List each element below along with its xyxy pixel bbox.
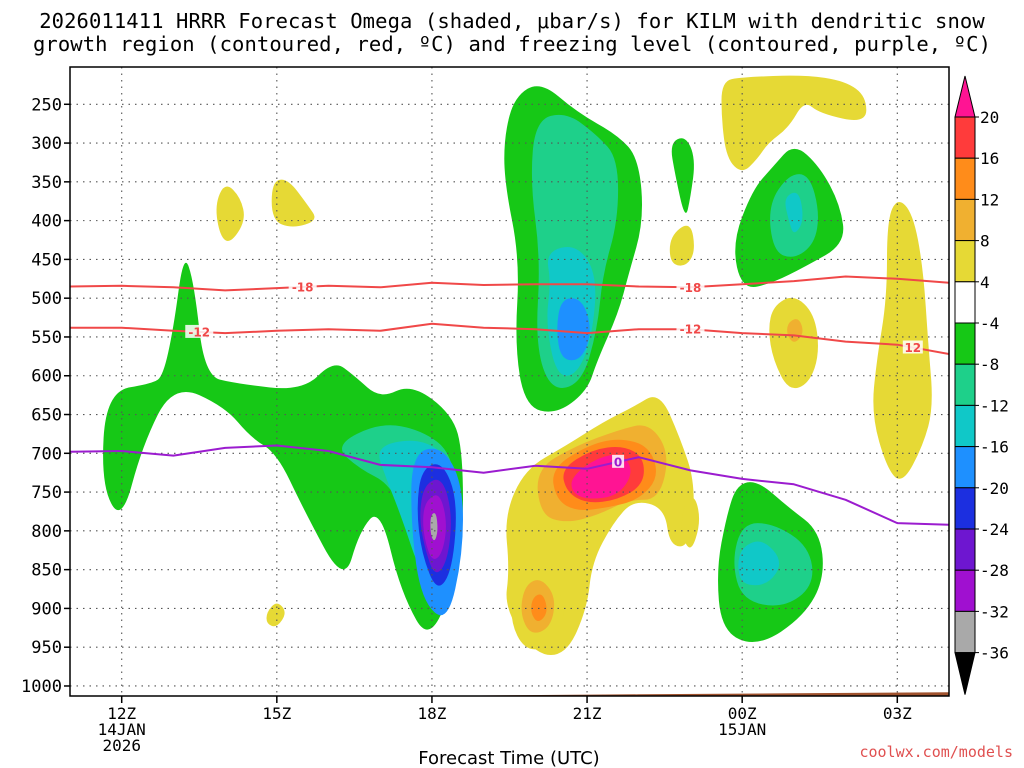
colorbar-box-9 [954,487,976,530]
omega-region-25 [785,192,803,233]
x-tick-label-15Z: 15Z [262,704,291,723]
y-tick-label-400: 400 [31,212,62,232]
colorbar-box-4 [954,281,976,324]
omega-region-22 [738,541,780,586]
colorbar-box-3 [954,240,976,283]
contour-label-1: -18 [680,281,702,295]
colorbar-label--32: -32 [980,602,1009,621]
omega-region-28 [873,202,932,479]
contour-label-bg-4 [902,340,923,354]
omega-region-33 [216,186,244,241]
omega-region-29 [769,297,818,389]
contour-label-0: -18 [292,280,314,294]
omega-region-31 [669,225,694,266]
colorbar-label--16: -16 [980,438,1009,457]
x-tick-label-03Z: 03Z [883,704,912,723]
colorbar-legend: 20 16 12 8 4 -4 -8 -12 -16 -20 -24 -28 -32 -36 [954,75,1009,695]
y-tick-label-1000: 1000 [21,677,62,697]
x-tick-label-18Z: 18Z [417,704,446,723]
contour-label-3: -12 [680,323,702,337]
ground-surface [70,692,949,696]
credit-link[interactable]: coolwx.com/models [859,743,1013,761]
contour-label-2: -12 [188,325,210,339]
colorbar-box-12 [954,610,976,654]
y-tick-label-850: 850 [31,561,62,581]
omega-region-26 [671,138,694,213]
x-axis-label: Forecast Time (UTC) [418,748,599,768]
omega-region-35 [681,497,700,548]
y-tick-label-700: 700 [31,444,62,464]
y-tick-label-900: 900 [31,599,62,619]
y-tick-label-350: 350 [31,173,62,193]
omega-region-19 [531,594,547,621]
y-tick-label-450: 450 [31,250,62,270]
omega-region-11 [557,298,590,361]
ground-layer [70,692,949,696]
colorbar-box-7 [954,404,976,448]
colorbar-box-6 [954,363,976,406]
x-tick-label-00Z: 00Z [728,704,757,723]
y-tick-label-750: 750 [31,483,62,503]
colorbar-label--4: -4 [980,314,999,333]
omega-region-32 [271,179,315,227]
plot-frame [69,66,950,697]
contour-label-bg-0 [288,279,317,293]
x-tick-date-00Z: 15JAN [718,720,766,739]
contour-label-4: 12 [904,341,921,355]
colorbar-label--36: -36 [980,644,1009,663]
y-tick-label-650: 650 [31,406,62,426]
contour-label-bg-2 [185,324,214,338]
colorbar-box-8 [954,446,976,489]
omega-region-7 [430,513,438,541]
x-tick-year-12Z: 2026 [102,736,141,755]
contour-label-bg-1 [676,280,705,294]
chart-title-line-1: 2026011411 HRRR Forecast Omega (shaded, … [39,9,985,33]
contour-label-5: 0 [614,455,622,469]
colorbar-label--20: -20 [980,479,1009,498]
colorbar-label-12: 12 [980,190,999,209]
y-tick-label-600: 600 [31,367,62,387]
colorbar-label--24: -24 [980,520,1009,539]
colorbar-box-1 [954,157,976,200]
colorbar-top-arrow [954,75,976,118]
colorbar-label--8: -8 [980,355,999,374]
contour-line-0 [70,275,949,292]
x-tick-date-12Z: 14JAN [98,720,146,739]
x-tick-label-21Z: 21Z [573,704,602,723]
y-tick-label-800: 800 [31,522,62,542]
y-tick-label-550: 550 [31,328,62,348]
contour-line-2 [70,444,949,526]
colorbar-label-20: 20 [980,108,999,127]
colorbar-box-2 [954,198,976,242]
chart-title-line-2: growth region (contoured, red, ºC) and f… [32,32,992,56]
colorbar-box-5 [954,322,976,365]
contour-line-1 [70,322,949,355]
colorbar-bottom-arrow [954,652,976,695]
y-tick-label-950: 950 [31,638,62,658]
x-tick-label-12Z: 12Z [107,704,136,723]
y-tick-label-300: 300 [31,134,62,154]
omega-region-34 [266,603,285,627]
colorbar-label-4: 4 [980,273,990,292]
omega-region-27 [721,75,867,171]
y-tick-label-500: 500 [31,289,62,309]
colorbar-label--12: -12 [980,396,1009,415]
gridlines [70,67,949,696]
temperature-contours: -18 -18 -12 -12 12 0 [70,275,949,526]
colorbar-label-8: 8 [980,232,990,251]
colorbar-label-16: 16 [980,149,999,168]
colorbar-box-11 [954,569,976,612]
colorbar-label--28: -28 [980,561,1009,580]
contour-label-bg-5 [612,454,625,468]
contour-label-bg-3 [676,322,705,336]
colorbar-box-10 [954,528,976,571]
y-tick-label-250: 250 [31,95,62,115]
colorbar-box-0 [954,116,976,159]
y-axis: 250 300 350 400 450 500 550 600 650 700 750 800 850 9… [21,95,70,697]
